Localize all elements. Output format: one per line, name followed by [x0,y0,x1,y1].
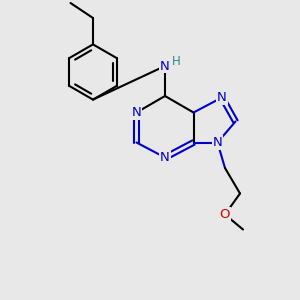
Text: N: N [160,59,170,73]
Text: N: N [213,136,222,149]
Text: O: O [220,208,230,221]
Text: N: N [160,151,170,164]
Text: H: H [172,55,181,68]
Text: N: N [217,91,227,104]
Text: N: N [132,106,141,119]
